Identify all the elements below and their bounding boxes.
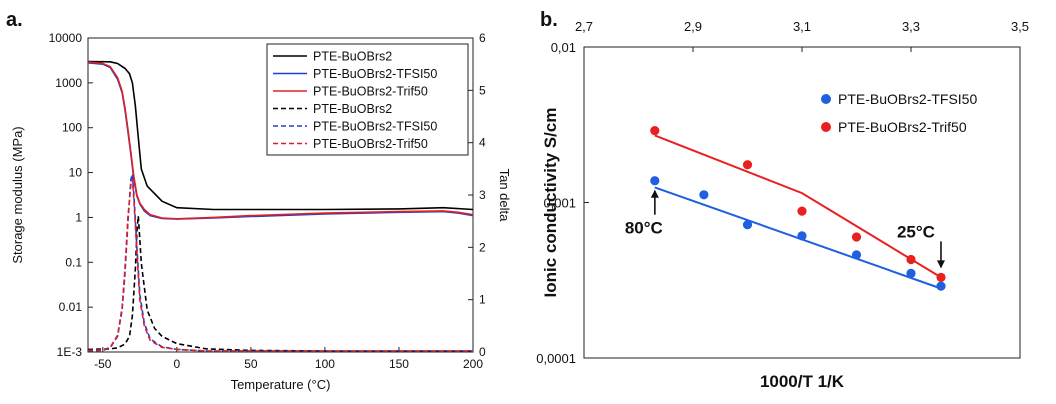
panel-b: b. 2,7 2,9 3,1 3,3 3,5 0,0001 0,001 0,01 1000/T 1… [536, 9, 1029, 391]
legend-entry: PTE-BuOBrs2-Trif50 [838, 119, 967, 135]
data-point-1 [742, 160, 753, 170]
y2-tick-label: 5 [479, 83, 486, 97]
y2-axis-label: Tan delta [497, 169, 512, 223]
x-tick-label: 0 [174, 357, 181, 371]
x-tick-label: 3,1 [793, 19, 811, 34]
x-axis-label: Temperature (°C) [231, 377, 331, 392]
legend-entry: PTE-BuOBrs2-TFSI50 [313, 120, 437, 134]
data-point-0 [742, 220, 753, 230]
x-tick-label: 2,9 [684, 19, 702, 34]
x-tick-label: -50 [94, 357, 112, 371]
y-tick-label: 1 [75, 210, 82, 224]
data-point-0 [650, 176, 660, 186]
y-tick-label: 1E-3 [57, 345, 83, 359]
data-point-1 [851, 232, 862, 242]
data-point-0 [906, 268, 916, 278]
x-axis-label: 1000/T 1/K [760, 372, 845, 391]
panel-a-label: a. [6, 9, 23, 31]
series-line-5 [88, 179, 473, 352]
y2-tick-label: 2 [479, 240, 486, 254]
x-tick-label: 50 [244, 357, 258, 371]
y2-tick-label: 4 [479, 136, 486, 150]
legend-box [266, 43, 469, 156]
y2-tick-label: 1 [479, 293, 486, 307]
fit-line-1 [654, 134, 942, 279]
data-point-0 [699, 190, 709, 200]
y-tick-label: 0,0001 [536, 351, 576, 366]
annotation-arrowhead [650, 189, 659, 198]
legend-entry: PTE-BuOBrs2-Trif50 [313, 85, 428, 99]
data-point-1 [936, 272, 946, 282]
data-point-0 [851, 250, 862, 260]
x-tick-label: 150 [389, 357, 409, 371]
data-point-1 [797, 206, 807, 216]
legend-entry: PTE-BuOBrs2-TFSI50 [313, 67, 437, 81]
x-tick-label: 200 [463, 357, 483, 371]
x-tick-label: 3,5 [1011, 19, 1029, 34]
series-line-4 [88, 173, 473, 352]
legend-marker [821, 94, 831, 104]
data-point-1 [650, 126, 660, 136]
y-tick-label: 1000 [55, 76, 82, 90]
y2-tick-label: 0 [479, 345, 486, 359]
annotation-label: 25°C [897, 222, 935, 241]
annotation-arrowhead [936, 260, 945, 269]
legend-entry: PTE-BuOBrs2 [313, 102, 392, 116]
y-tick-label: 0,01 [551, 40, 576, 55]
y2-tick-label: 3 [479, 188, 486, 202]
series-line-0 [88, 60, 473, 211]
y2-tick-label: 6 [479, 31, 486, 45]
legend-entry: PTE-BuOBrs2-TFSI50 [838, 91, 977, 107]
y-axis-label: Storage modulus (MPa) [10, 126, 25, 263]
legend-entry: PTE-BuOBrs2-Trif50 [313, 137, 428, 151]
y-tick-label: 100 [62, 121, 82, 135]
y-axis-label: Ionic conductivity S/cm [541, 108, 560, 298]
x-tick-label: 3,3 [902, 19, 920, 34]
x-tick-label: 2,7 [575, 19, 593, 34]
y-tick-label: 0.01 [59, 300, 83, 314]
data-point-0 [936, 281, 946, 291]
data-point-1 [906, 254, 916, 265]
y-tick-label: 0.1 [65, 255, 82, 269]
series-line-2 [88, 61, 473, 220]
annotation-label: 80°C [625, 219, 663, 238]
y-tick-label: 10000 [49, 31, 83, 45]
panel-a: a.-50 0 50 100 150 2001E-30.010.1110100100010… [6, 9, 512, 392]
y-tick-label: 10 [69, 166, 83, 180]
data-point-0 [797, 231, 807, 241]
legend-marker [821, 122, 831, 132]
legend-entry: PTE-BuOBrs2 [313, 50, 392, 64]
panel-b-label: b. [540, 9, 558, 31]
y-tick-label: 0,001 [543, 196, 576, 211]
x-tick-label: 100 [315, 357, 335, 371]
